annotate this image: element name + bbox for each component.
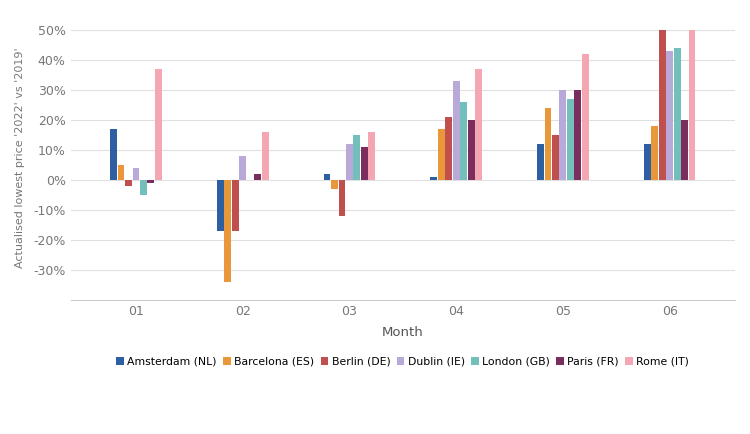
- X-axis label: Month: Month: [382, 326, 424, 339]
- Bar: [460, 102, 467, 180]
- Bar: [544, 108, 551, 180]
- Bar: [446, 117, 452, 180]
- Bar: [118, 165, 124, 180]
- Bar: [346, 144, 352, 180]
- Bar: [430, 177, 437, 180]
- Bar: [582, 54, 589, 180]
- Legend: Amsterdam (NL), Barcelona (ES), Berlin (DE), Dublin (IE), London (GB), Paris (FR: Amsterdam (NL), Barcelona (ES), Berlin (…: [116, 357, 689, 367]
- Bar: [651, 126, 658, 180]
- Bar: [552, 135, 559, 180]
- Bar: [644, 144, 651, 180]
- Bar: [674, 48, 680, 180]
- Bar: [110, 129, 117, 180]
- Bar: [331, 180, 338, 189]
- Bar: [681, 120, 688, 180]
- Y-axis label: Actualised lowest price '2022' vs '2019': Actualised lowest price '2022' vs '2019': [15, 47, 25, 268]
- Bar: [368, 132, 375, 180]
- Bar: [125, 180, 132, 186]
- Bar: [688, 30, 695, 180]
- Bar: [567, 99, 574, 180]
- Bar: [155, 69, 162, 180]
- Bar: [560, 90, 566, 180]
- Bar: [361, 147, 368, 180]
- Bar: [468, 120, 475, 180]
- Bar: [574, 90, 581, 180]
- Bar: [537, 144, 544, 180]
- Bar: [476, 69, 482, 180]
- Bar: [217, 180, 223, 231]
- Bar: [148, 180, 154, 183]
- Bar: [140, 180, 147, 195]
- Bar: [224, 180, 231, 282]
- Bar: [254, 174, 261, 180]
- Bar: [438, 129, 445, 180]
- Bar: [262, 132, 268, 180]
- Bar: [666, 51, 673, 180]
- Bar: [658, 30, 665, 180]
- Bar: [323, 174, 331, 180]
- Bar: [232, 180, 238, 231]
- Bar: [353, 135, 360, 180]
- Bar: [239, 156, 246, 180]
- Bar: [453, 81, 460, 180]
- Bar: [338, 180, 346, 216]
- Bar: [133, 168, 140, 180]
